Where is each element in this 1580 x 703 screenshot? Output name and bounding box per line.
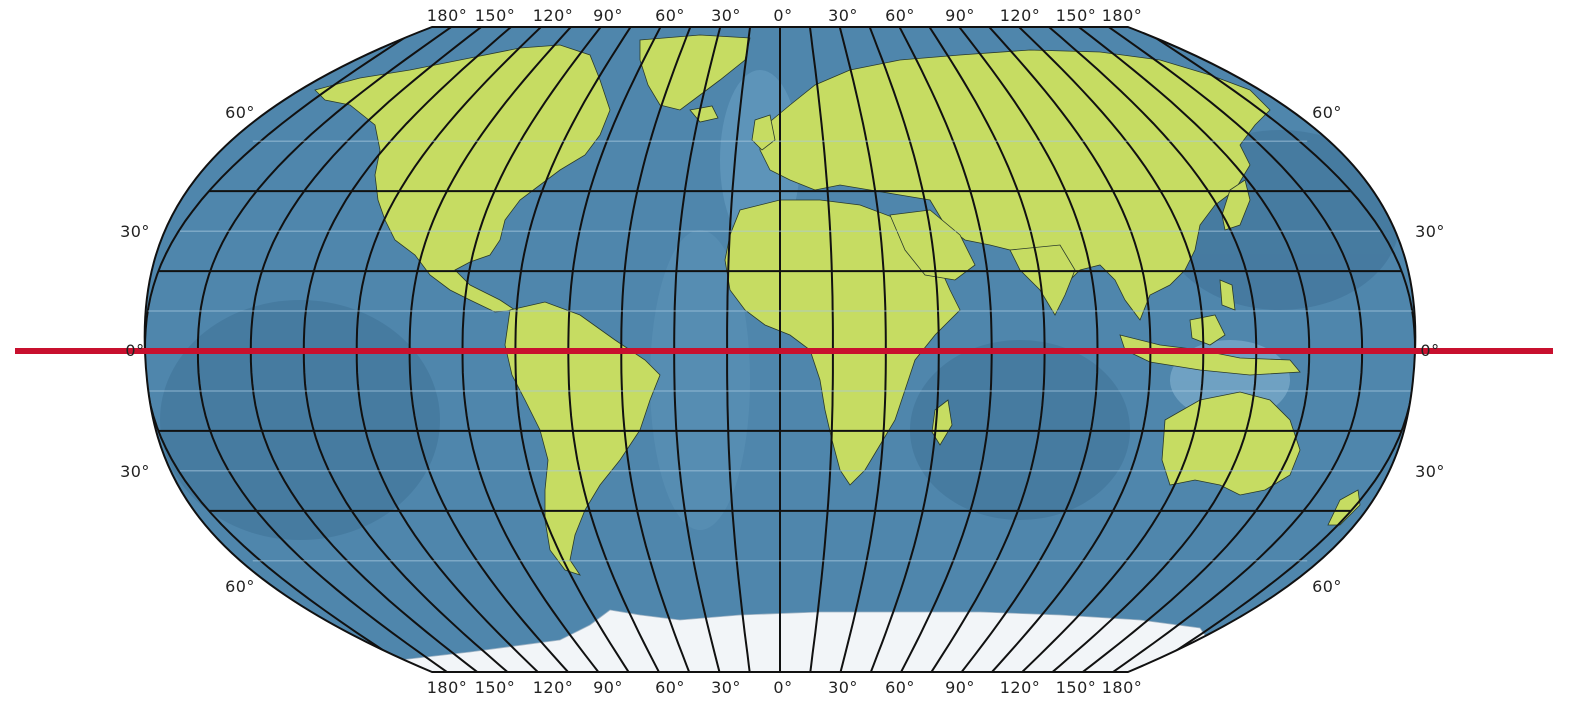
- top-lon-label: 30°: [711, 6, 741, 25]
- bottom-lon-label: 180°: [1102, 678, 1143, 697]
- top-lon-label: 60°: [885, 6, 915, 25]
- bottom-lon-label: 120°: [1000, 678, 1041, 697]
- left-lat-label: 30°: [120, 222, 150, 241]
- new-zealand: [1327, 489, 1361, 526]
- top-lon-label: 120°: [1000, 6, 1041, 25]
- bottom-lon-label: 30°: [828, 678, 858, 697]
- bottom-lon-label: 60°: [655, 678, 685, 697]
- right-lat-label: 0°: [1420, 341, 1439, 360]
- india: [1009, 244, 1076, 316]
- left-lat-label: 60°: [225, 103, 255, 122]
- bottom-lon-label: 150°: [475, 678, 516, 697]
- bottom-lon-label: 120°: [533, 678, 574, 697]
- philippines: [1219, 279, 1236, 311]
- left-lat-label: 60°: [225, 577, 255, 596]
- borneo: [1189, 314, 1226, 346]
- top-lon-label: 120°: [533, 6, 574, 25]
- iceland: [689, 105, 719, 123]
- bottom-lon-label: 90°: [945, 678, 975, 697]
- top-lon-label: 150°: [475, 6, 516, 25]
- bottom-lon-label: 0°: [773, 678, 792, 697]
- right-lat-label: 30°: [1415, 462, 1445, 481]
- north-america: [314, 44, 611, 313]
- bottom-lon-label: 60°: [885, 678, 915, 697]
- left-lat-label: 0°: [125, 341, 144, 360]
- top-lon-label: 60°: [655, 6, 685, 25]
- left-latitude-labels: 60° 30° 0° 30° 60°: [120, 103, 255, 596]
- left-lat-label: 30°: [120, 462, 150, 481]
- top-longitude-labels: 180° 150° 120° 90° 60° 30° 0° 30° 60° 90…: [427, 6, 1143, 25]
- right-latitude-labels: 60° 30° 0° 30° 60°: [1312, 103, 1445, 596]
- top-lon-label: 90°: [593, 6, 623, 25]
- bottom-lon-label: 30°: [711, 678, 741, 697]
- greenland: [639, 34, 751, 111]
- top-lon-label: 0°: [773, 6, 792, 25]
- top-lon-label: 30°: [828, 6, 858, 25]
- bottom-longitude-labels: 180° 150° 120° 90° 60° 30° 0° 30° 60° 90…: [427, 678, 1143, 697]
- right-lat-label: 60°: [1312, 577, 1342, 596]
- right-lat-label: 60°: [1312, 103, 1342, 122]
- bottom-lon-label: 180°: [427, 678, 468, 697]
- globe-outline: [143, 26, 1417, 673]
- top-lon-label: 180°: [427, 6, 468, 25]
- bottom-lon-label: 150°: [1056, 678, 1097, 697]
- right-lat-label: 30°: [1415, 222, 1445, 241]
- top-lon-label: 90°: [945, 6, 975, 25]
- bottom-lon-label: 90°: [593, 678, 623, 697]
- top-lon-label: 150°: [1056, 6, 1097, 25]
- top-lon-label: 180°: [1102, 6, 1143, 25]
- antarctica: [378, 609, 1231, 672]
